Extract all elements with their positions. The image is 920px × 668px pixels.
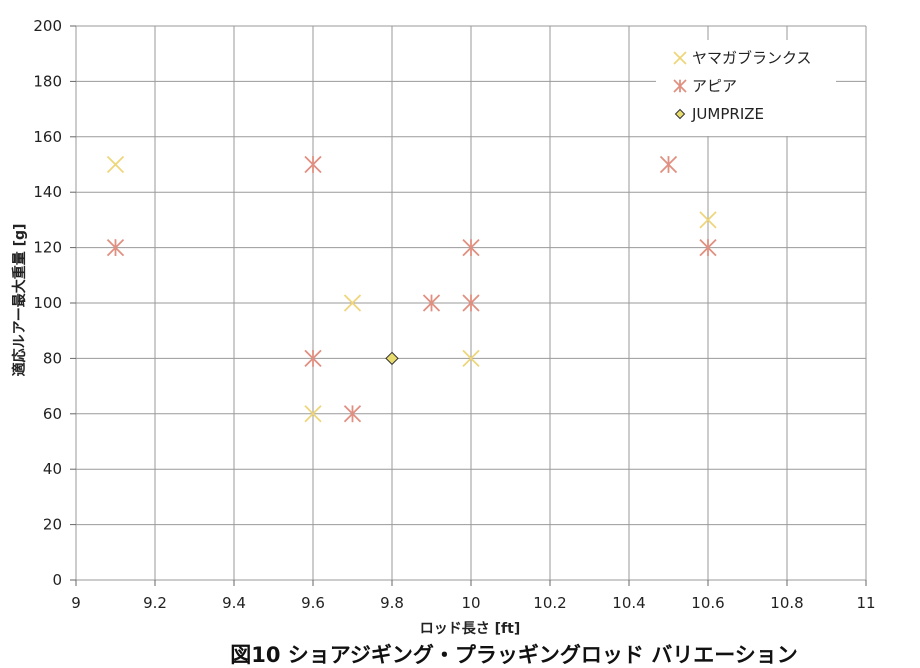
x-tick-labels: 9 9.2 9.4 9.6 9.8 10 10.2 10.4 10.6 10.8 11 [71, 594, 875, 612]
legend-marker [674, 108, 686, 120]
x-tick-label: 10.6 [691, 594, 724, 612]
y-tick-label: 20 [43, 516, 62, 534]
x-tick-label: 9.4 [222, 594, 246, 612]
data-point [462, 294, 480, 312]
x-tick-label: 10.2 [533, 594, 566, 612]
x-tick-label: 9.6 [301, 594, 325, 612]
data-point [659, 155, 678, 174]
x-tick-label: 9.8 [380, 594, 404, 612]
data-point [422, 294, 441, 312]
legend-label: ヤマガブランクス [692, 49, 812, 67]
figure-caption: 図10 ショアジギング・プラッギングロッド バリエーション [230, 643, 798, 667]
data-point [462, 238, 480, 257]
x-tick-label: 10 [461, 594, 480, 612]
legend-box [656, 40, 836, 136]
y-tick-label: 180 [33, 72, 62, 90]
data-point [343, 405, 362, 423]
legend-label: アピア [692, 77, 737, 95]
legend-label: JUMPRIZE [691, 105, 764, 123]
data-point [106, 238, 125, 257]
y-tick-label: 0 [52, 571, 62, 589]
y-tick-labels: 0 20 40 60 80 100 120 140 160 180 200 [33, 17, 62, 589]
x-axis-label: ロッド長さ [ft] [420, 621, 520, 637]
data-points [106, 155, 717, 423]
data-point [106, 155, 125, 174]
x-tick-label: 9 [71, 594, 81, 612]
y-tick-label: 140 [33, 183, 62, 201]
legend-marker [673, 79, 687, 93]
x-tick-label: 11 [856, 594, 875, 612]
data-point [304, 405, 322, 423]
y-tick-label: 120 [33, 239, 62, 257]
y-tick-label: 160 [33, 128, 62, 146]
y-tick-label: 80 [43, 349, 62, 367]
y-tick-label: 40 [43, 460, 62, 478]
data-point [304, 349, 322, 368]
data-point [343, 294, 362, 312]
y-tick-label: 200 [33, 17, 62, 35]
data-point [304, 155, 322, 174]
data-point [699, 238, 717, 257]
y-tick-label: 60 [43, 405, 62, 423]
x-tick-label: 9.2 [143, 594, 167, 612]
x-tick-label: 10.4 [612, 594, 645, 612]
x-tick-label: 10.8 [770, 594, 803, 612]
data-point [385, 351, 399, 366]
data-point [699, 211, 717, 229]
data-point [462, 349, 480, 368]
y-axis-label: 適応ルアー最大重量 [g] [11, 224, 28, 377]
y-tick-label: 100 [33, 294, 62, 312]
legend-marker [673, 51, 687, 65]
